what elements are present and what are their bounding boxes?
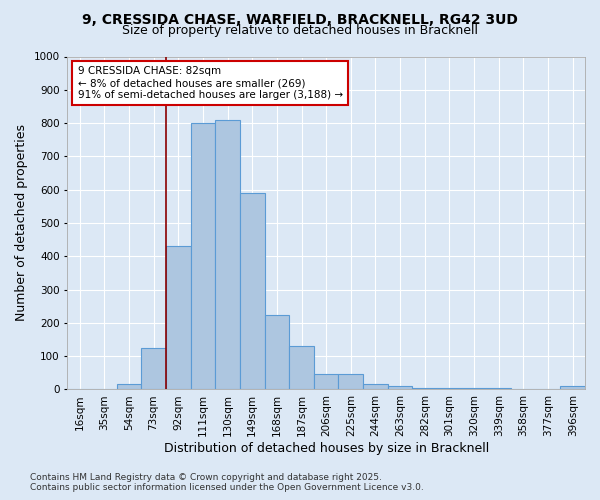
Bar (141, 348, 166, 390)
Text: Size of property relative to detached houses in Bracknell: Size of property relative to detached ho… (122, 24, 478, 37)
Bar (388, 386, 412, 390)
Bar (462, 388, 487, 390)
Text: 9 CRESSIDA CHASE: 82sqm
← 8% of detached houses are smaller (269)
91% of semi-de: 9 CRESSIDA CHASE: 82sqm ← 8% of detached… (77, 66, 343, 100)
Bar (338, 374, 363, 390)
Bar (314, 374, 338, 390)
Bar (166, 246, 191, 390)
Bar (560, 386, 585, 390)
Bar (289, 346, 314, 390)
Y-axis label: Number of detached properties: Number of detached properties (15, 124, 28, 322)
Bar (487, 388, 511, 390)
Text: 9, CRESSIDA CHASE, WARFIELD, BRACKNELL, RG42 3UD: 9, CRESSIDA CHASE, WARFIELD, BRACKNELL, … (82, 12, 518, 26)
Bar (215, 120, 240, 390)
Bar (116, 384, 141, 390)
Text: Contains HM Land Registry data © Crown copyright and database right 2025.
Contai: Contains HM Land Registry data © Crown c… (30, 473, 424, 492)
Bar (412, 388, 437, 390)
Bar (511, 389, 536, 390)
Bar (437, 388, 462, 390)
Bar (240, 193, 265, 390)
Bar (363, 384, 388, 390)
Bar (191, 123, 215, 390)
X-axis label: Distribution of detached houses by size in Bracknell: Distribution of detached houses by size … (164, 442, 489, 455)
Bar (536, 389, 560, 390)
Bar (265, 314, 289, 390)
